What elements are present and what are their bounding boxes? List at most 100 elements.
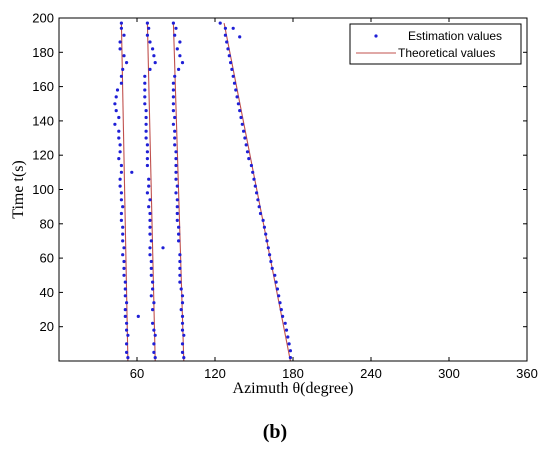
estimation-point <box>180 61 185 65</box>
estimation-point <box>287 342 291 346</box>
estimation-point <box>117 115 121 120</box>
estimation-point <box>148 211 152 216</box>
estimation-point <box>152 328 156 332</box>
estimation-point <box>265 239 269 243</box>
x-axis-title: Azimuth θ(degree) <box>233 380 354 397</box>
estimation-point <box>177 67 181 71</box>
estimation-point <box>175 205 179 209</box>
estimation-point <box>144 115 148 120</box>
legend-box <box>349 23 522 65</box>
figure-caption: (b) <box>263 421 287 443</box>
estimation-points <box>113 21 292 360</box>
estimation-point <box>266 246 270 250</box>
y-tick-label: 40 <box>40 285 54 300</box>
estimation-point <box>122 54 126 58</box>
estimation-point <box>151 280 155 284</box>
estimation-point <box>148 225 152 229</box>
estimation-point <box>147 26 151 30</box>
axis-ticks <box>58 17 528 361</box>
estimation-point <box>174 163 178 168</box>
estimation-point <box>161 246 165 250</box>
plot-frame <box>58 17 528 362</box>
estimation-point <box>231 26 235 30</box>
estimation-point <box>244 143 248 147</box>
estimation-point <box>119 198 123 202</box>
estimation-point <box>178 54 182 58</box>
estimation-point <box>149 266 153 270</box>
estimation-point <box>118 40 122 44</box>
y-tick-label: 100 <box>32 182 54 197</box>
estimation-point <box>264 232 268 236</box>
x-tick-label: 120 <box>204 366 226 381</box>
estimation-point <box>119 26 123 30</box>
y-tick-label: 180 <box>32 45 54 60</box>
estimation-point <box>121 232 125 236</box>
estimation-point <box>118 47 122 51</box>
estimation-point <box>177 225 181 229</box>
estimation-point <box>286 335 290 339</box>
estimation-point <box>171 21 175 25</box>
y-tick-label: 140 <box>32 113 54 128</box>
y-tick-label: 20 <box>40 319 54 334</box>
estimation-point <box>173 33 177 37</box>
estimation-point <box>143 102 147 106</box>
theoretical-line <box>146 23 156 362</box>
estimation-point <box>122 33 126 37</box>
estimation-point <box>148 232 152 236</box>
estimation-point <box>119 163 123 168</box>
estimation-point <box>145 143 149 147</box>
estimation-point <box>145 157 149 161</box>
estimation-point <box>223 26 227 30</box>
estimation-point <box>114 109 118 113</box>
estimation-point <box>123 294 127 298</box>
estimation-point <box>149 259 153 264</box>
estimation-point <box>182 333 186 337</box>
estimation-point <box>234 88 238 92</box>
estimation-point <box>180 328 185 332</box>
estimation-point <box>117 129 121 133</box>
estimation-point <box>178 280 182 284</box>
estimation-point <box>238 109 242 113</box>
estimation-point <box>178 40 182 44</box>
estimation-point <box>121 225 125 229</box>
estimation-point <box>173 115 177 120</box>
estimation-point <box>227 54 231 58</box>
estimation-point <box>229 61 233 65</box>
estimation-point <box>113 122 117 126</box>
estimation-point <box>145 191 149 195</box>
estimation-point <box>125 328 129 332</box>
x-tick-label: 240 <box>360 366 382 381</box>
estimation-point <box>175 184 179 188</box>
estimation-point <box>180 294 185 298</box>
estimation-point <box>256 198 260 202</box>
estimation-point <box>270 266 274 270</box>
estimation-point <box>122 259 126 264</box>
estimation-point <box>171 102 175 106</box>
estimation-point <box>174 157 178 161</box>
estimation-point <box>255 191 259 195</box>
estimation-point <box>148 218 152 222</box>
estimation-point <box>232 81 237 85</box>
x-tick-label: 300 <box>438 366 460 381</box>
estimation-point <box>125 342 129 346</box>
estimation-point <box>145 163 149 168</box>
x-tick-labels: 60 120 180 240 300 360 <box>130 366 538 381</box>
estimation-point <box>279 308 283 312</box>
estimation-point <box>121 67 125 71</box>
estimation-point <box>236 102 240 106</box>
estimation-point <box>145 150 149 154</box>
estimation-point <box>284 328 289 332</box>
estimation-point <box>269 259 273 264</box>
estimation-point <box>261 218 265 222</box>
estimation-point <box>173 129 177 133</box>
estimation-point <box>143 95 147 99</box>
estimation-point <box>118 150 122 154</box>
y-tick-label: 60 <box>40 251 54 266</box>
estimation-point <box>147 184 151 188</box>
estimation-point <box>179 287 183 291</box>
theoretical-line <box>120 23 129 362</box>
estimation-point <box>126 356 130 360</box>
estimation-point <box>178 273 182 277</box>
estimation-point <box>226 47 230 51</box>
y-tick-labels: 20 40 60 80 100 120 140 160 180 200 <box>32 11 54 335</box>
